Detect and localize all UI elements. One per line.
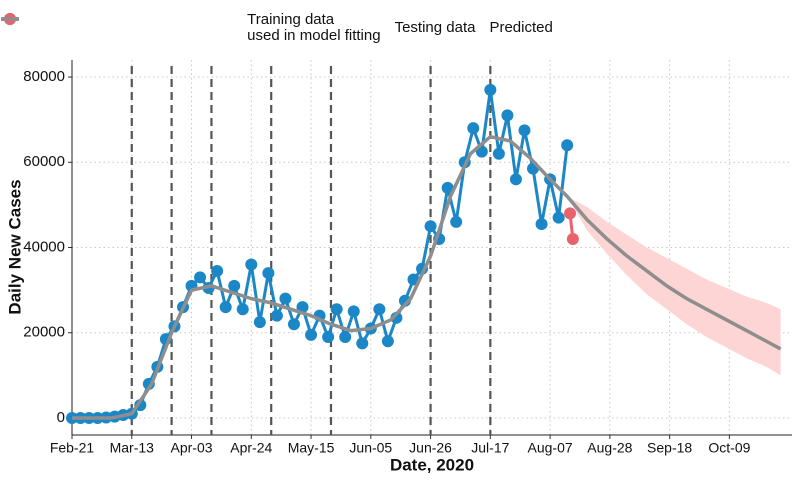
data-point: [287, 318, 300, 331]
data-point: [262, 267, 275, 280]
data-point: [347, 305, 360, 318]
y-tick-label: 0: [57, 409, 65, 426]
legend-item: Predicted: [1, 17, 553, 36]
x-tick-label: Jul-17: [471, 440, 509, 456]
y-tick-label: 20000: [23, 324, 65, 341]
x-tick-label: May-15: [288, 440, 335, 456]
y-tick-label: 80000: [23, 68, 65, 85]
data-point: [305, 328, 318, 341]
x-tick-label: Mar-13: [110, 440, 155, 456]
legend: Training data used in model fitting Testi…: [0, 12, 800, 44]
x-tick-label: Aug-28: [587, 440, 632, 456]
data-point: [535, 218, 548, 231]
legend-label: Predicted: [489, 19, 553, 36]
data-point: [484, 83, 497, 96]
data-point: [236, 303, 249, 316]
x-tick-label: Jun-26: [409, 440, 452, 456]
data-point: [194, 271, 207, 284]
data-point: [253, 316, 266, 329]
legend-key: [1, 17, 19, 21]
data-point: [373, 303, 386, 316]
series-line: [72, 134, 782, 420]
data-point: [245, 258, 258, 271]
data-point: [492, 147, 505, 160]
y-tick-label: 40000: [23, 238, 65, 255]
data-point: [211, 264, 224, 277]
data-point: [228, 279, 241, 292]
legend-item: Training data used in model fitting: [1, 11, 381, 44]
x-tick-label: Apr-03: [171, 440, 213, 456]
data-point: [564, 207, 577, 220]
data-point: [381, 335, 394, 348]
y-axis-title: Daily New Cases: [5, 179, 24, 314]
data-point: [441, 181, 454, 194]
data-point: [561, 139, 574, 152]
prediction-interval: [567, 196, 781, 376]
y-tick-label: 60000: [23, 153, 65, 170]
data-point: [270, 309, 283, 322]
series-line: [72, 88, 569, 420]
data-point: [467, 122, 480, 135]
x-tick-label: Oct-09: [708, 440, 750, 456]
data-point: [219, 301, 232, 314]
data-point: [509, 173, 522, 186]
data-point: [339, 330, 352, 343]
x-axis-title: Date, 2020: [390, 455, 474, 474]
data-point: [450, 215, 463, 228]
legend-label: Testing data: [394, 19, 476, 36]
legend-label: Training data used in model fitting: [247, 11, 381, 44]
data-point: [501, 109, 514, 122]
data-point: [356, 337, 369, 350]
data-point: [552, 211, 565, 224]
x-tick-label: Apr-24: [230, 440, 272, 456]
x-tick-label: Feb-21: [50, 440, 95, 456]
data-point: [518, 124, 531, 137]
data-point: [330, 303, 343, 316]
data-point: [424, 220, 437, 233]
x-tick-label: Jun-05: [349, 440, 392, 456]
data-point: [279, 292, 292, 305]
data-point: [322, 330, 335, 343]
x-tick-label: Aug-07: [528, 440, 573, 456]
x-tick-label: Sep-18: [647, 440, 692, 456]
data-point: [566, 232, 579, 245]
